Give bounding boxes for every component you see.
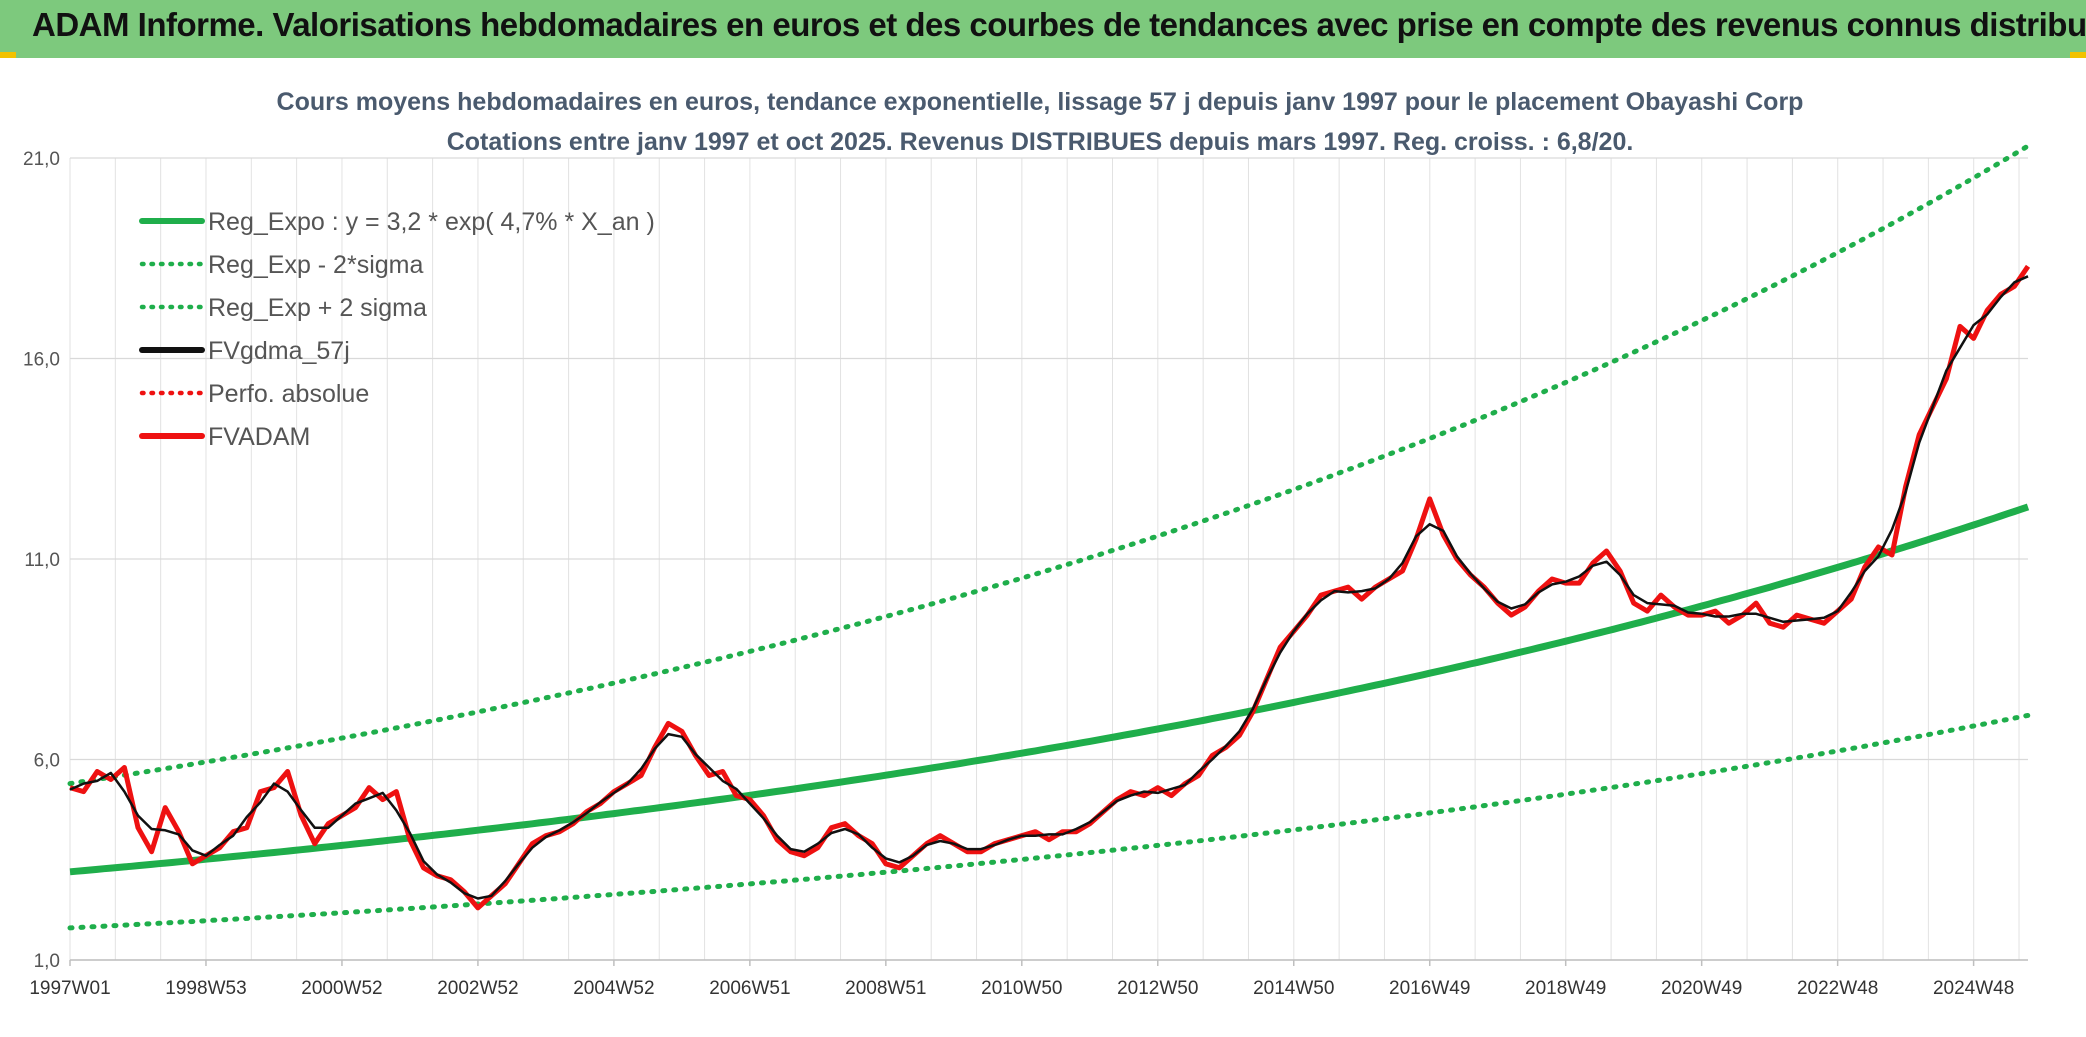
x-tick-label: 1998W53 xyxy=(165,978,246,999)
series-fvadam xyxy=(69,264,2031,911)
x-tick-label: 2024W48 xyxy=(1933,978,2014,999)
x-tick-label: 2006W51 xyxy=(709,978,790,999)
legend-label: FVgdma_57j xyxy=(208,337,350,365)
series-fvgdma-57j xyxy=(69,275,2029,900)
y-tick-label: 1,0 xyxy=(34,951,60,972)
price-chart: 1,0 6,0 11,0 16,0 21,0 1997W01 1998W53 2000W52 2… xyxy=(0,58,2086,1037)
title-background xyxy=(310,64,1770,144)
banner-corner-right xyxy=(2070,52,2086,58)
x-tick-label: 2014W50 xyxy=(1253,978,1334,999)
series-reg-exp-plus-2sigma xyxy=(67,143,2031,787)
y-tick-label: 21,0 xyxy=(23,149,60,170)
banner-corner-left xyxy=(0,52,16,58)
series-reg-exp-minus-2sigma xyxy=(67,712,2031,931)
chart-title: Cours moyens hebdomadaires en euros, ten… xyxy=(277,88,1804,116)
x-tick-label: 2002W52 xyxy=(437,978,518,999)
x-tick-label: 1997W01 xyxy=(29,978,110,999)
report-banner: ADAM Informe. Valorisations hebdomadaire… xyxy=(0,0,2086,58)
y-tick-label: 11,0 xyxy=(24,550,60,571)
legend-label: Reg_Exp - 2*sigma xyxy=(208,251,423,279)
x-tick-label: 2000W52 xyxy=(301,978,382,999)
report-title: ADAM Informe. Valorisations hebdomadaire… xyxy=(32,6,2086,43)
x-tick-label: 2010W50 xyxy=(981,978,1062,999)
chart-background xyxy=(0,58,2086,1037)
y-tick-label: 16,0 xyxy=(23,350,60,371)
x-tick-label: 2008W51 xyxy=(845,978,926,999)
series-layer xyxy=(67,143,2031,931)
chart-subtitle: Cotations entre janv 1997 et oct 2025. R… xyxy=(447,128,1634,156)
x-tick-label: 2004W52 xyxy=(573,978,654,999)
chart-legend: Reg_Expo : y = 3,2 * exp( 4,7% * X_an ) R… xyxy=(139,208,655,451)
legend-label: FVADAM xyxy=(208,423,310,451)
x-tick-label: 2020W49 xyxy=(1661,978,1742,999)
legend-label: Reg_Exp + 2 sigma xyxy=(208,294,427,322)
y-tick-label: 6,0 xyxy=(34,751,60,772)
legend-label: Perfo. absolue xyxy=(208,380,369,408)
x-tick-label: 2012W50 xyxy=(1117,978,1198,999)
x-tick-label: 2018W49 xyxy=(1525,978,1606,999)
legend-label: Reg_Expo : y = 3,2 * exp( 4,7% * X_an ) xyxy=(208,208,655,236)
x-tick-label: 2022W48 xyxy=(1797,978,1878,999)
series-reg-expo xyxy=(69,503,2030,876)
axis-layer: 1,0 6,0 11,0 16,0 21,0 1997W01 1998W53 2000W52 2… xyxy=(23,149,2028,999)
x-tick-label: 2016W49 xyxy=(1389,978,1470,999)
